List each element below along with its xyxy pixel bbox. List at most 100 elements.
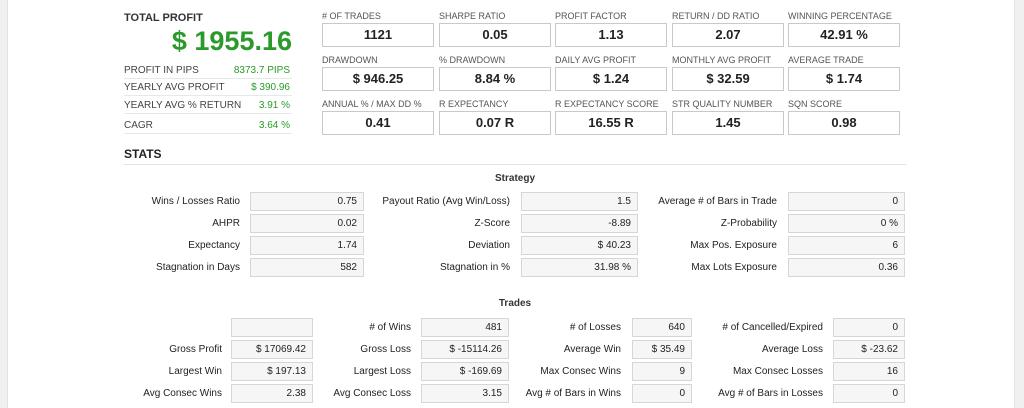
metric-value: $ 32.59 — [672, 67, 784, 91]
strategy-value: -8.89 — [521, 214, 638, 233]
metric-value: 1.13 — [555, 23, 667, 47]
trades-value: $ -169.69 — [421, 362, 509, 381]
right-scrollbar[interactable] — [1014, 0, 1024, 408]
strategy-label: Stagnation in % — [439, 262, 510, 273]
metric-r-expectancy-score: R EXPECTANCY SCORE 16.55 R — [555, 99, 667, 135]
trades-value: 16 — [833, 362, 905, 381]
metric-label: DAILY AVG PROFIT — [555, 55, 637, 65]
metric-label: SHARPE RATIO — [439, 11, 506, 21]
trades-value: 2.38 — [231, 384, 313, 403]
trades-label: Avg # of Bars in Wins — [525, 388, 621, 399]
strategy-label: Z-Probability — [720, 218, 777, 229]
stats-divider — [124, 164, 906, 165]
metric-value: $ 946.25 — [322, 67, 434, 91]
strategy-label: Payout Ratio (Avg Win/Loss) — [382, 196, 510, 207]
metric-value: 0.05 — [439, 23, 551, 47]
summary-row-value: 8373.7 PIPS — [233, 65, 290, 76]
strategy-label: Wins / Losses Ratio — [151, 196, 240, 207]
strategy-label: Expectancy — [188, 240, 240, 251]
strategy-value: 0.75 — [250, 192, 364, 211]
strategy-value: 6 — [788, 236, 905, 255]
metric-label: DRAWDOWN — [322, 55, 378, 65]
metric-value: 0.98 — [788, 111, 900, 135]
metric-value: 2.07 — [672, 23, 784, 47]
trades-value: 0 — [833, 384, 905, 403]
strategy-value: 31.98 % — [521, 258, 638, 277]
trades-value: $ 17069.42 — [231, 340, 313, 359]
trades-label: Avg Consec Wins — [143, 388, 222, 399]
trades-value: 481 — [421, 318, 509, 337]
metric-value: 8.84 % — [439, 67, 551, 91]
metric-sharpe-ratio: SHARPE RATIO 0.05 — [439, 11, 551, 47]
metric-label: R EXPECTANCY — [439, 99, 509, 109]
metric-r-expectancy: R EXPECTANCY 0.07 R — [439, 99, 551, 135]
metric-label: ANNUAL % / MAX DD % — [322, 99, 422, 109]
strategy-value: 0 — [788, 192, 905, 211]
strategy-value: 1.5 — [521, 192, 638, 211]
trades-label: Average Loss — [762, 344, 823, 355]
metric-label: STR QUALITY NUMBER — [672, 99, 773, 109]
metric-label: # OF TRADES — [322, 11, 381, 21]
strategy-label: Z-Score — [474, 218, 510, 229]
summary-row-value: $ 390.96 — [251, 82, 290, 93]
trades-label: Max Consec Wins — [540, 366, 621, 377]
trades-label: # of Wins — [369, 322, 411, 333]
trades-value: $ -15114.26 — [421, 340, 509, 359]
trades-label: Largest Loss — [353, 366, 411, 377]
trades-value: $ 35.49 — [632, 340, 692, 359]
metric-label: R EXPECTANCY SCORE — [555, 99, 659, 109]
metric-value: $ 1.24 — [555, 67, 667, 91]
summary-row-yearly-avg-return: YEARLY AVG % RETURN 3.91 % — [124, 97, 292, 114]
trades-value: 0 — [833, 318, 905, 337]
metric-label: SQN SCORE — [788, 99, 843, 109]
trades-label: Avg Consec Loss — [333, 388, 411, 399]
metric-label: RETURN / DD RATIO — [672, 11, 760, 21]
metric-drawdown: DRAWDOWN $ 946.25 — [322, 55, 434, 91]
trades-section-title: Trades — [498, 298, 532, 309]
metric-value: 1.45 — [672, 111, 784, 135]
summary-row-value: 3.64 % — [258, 120, 290, 131]
strategy-section-title: Strategy — [494, 173, 535, 184]
metric-label: MONTHLY AVG PROFIT — [672, 55, 772, 65]
metric-value: $ 1.74 — [788, 67, 900, 91]
summary-row-label: PROFIT IN PIPS — [124, 65, 199, 76]
summary-row-value: 3.91 % — [258, 100, 290, 111]
left-edge — [0, 0, 8, 408]
metric-trades: # OF TRADES 1121 — [322, 11, 434, 47]
strategy-label: Max Lots Exposure — [691, 262, 777, 273]
trades-value: 9 — [632, 362, 692, 381]
summary-row-label: CAGR — [124, 120, 153, 131]
metric-monthly-avg-profit: MONTHLY AVG PROFIT $ 32.59 — [672, 55, 784, 91]
summary-row-cagr: CAGR 3.64 % — [124, 117, 292, 134]
summary-row-yearly-avg-profit: YEARLY AVG PROFIT $ 390.96 — [124, 79, 292, 96]
trades-label: Average Win — [563, 344, 621, 355]
trades-label: # of Losses — [569, 322, 621, 333]
strategy-label: AHPR — [212, 218, 240, 229]
trades-value — [231, 318, 313, 337]
metric-value: 42.91 % — [788, 23, 900, 47]
metric-label: WINNING PERCENTAGE — [788, 11, 892, 21]
trades-label: Avg # of Bars in Losses — [718, 388, 823, 399]
trades-value: $ -23.62 — [833, 340, 905, 359]
summary-row-label: YEARLY AVG PROFIT — [124, 82, 225, 93]
metric-profit-factor: PROFIT FACTOR 1.13 — [555, 11, 667, 47]
strategy-value: 0.36 — [788, 258, 905, 277]
metric-annual-max-dd: ANNUAL % / MAX DD % 0.41 — [322, 99, 434, 135]
strategy-label: Deviation — [468, 240, 510, 251]
strategy-value: 0.02 — [250, 214, 364, 233]
strategy-value: $ 40.23 — [521, 236, 638, 255]
total-profit-value: $ 1955.16 — [171, 26, 292, 56]
strategy-label: Max Pos. Exposure — [690, 240, 777, 251]
stats-title: STATS — [124, 147, 162, 161]
metric-sqn-score: SQN SCORE 0.98 — [788, 99, 900, 135]
strategy-label: Average # of Bars in Trade — [658, 196, 777, 207]
metric-daily-avg-profit: DAILY AVG PROFIT $ 1.24 — [555, 55, 667, 91]
metric-label: AVERAGE TRADE — [788, 55, 864, 65]
trades-label: Gross Profit — [169, 344, 222, 355]
trades-label: Largest Win — [168, 366, 222, 377]
trades-value: 640 — [632, 318, 692, 337]
trades-label: Gross Loss — [360, 344, 411, 355]
strategy-value: 582 — [250, 258, 364, 277]
total-profit-label: TOTAL PROFIT — [124, 12, 203, 24]
